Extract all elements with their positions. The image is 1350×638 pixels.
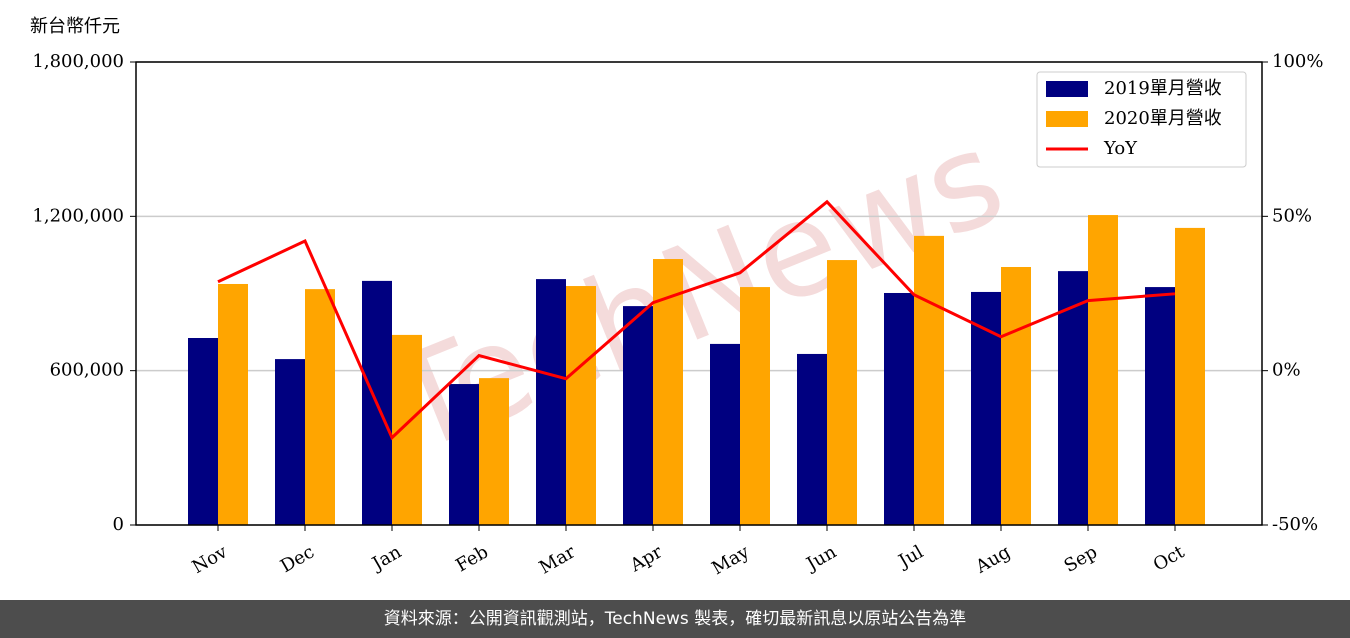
bar [740, 287, 770, 525]
bar [449, 384, 479, 525]
bar [914, 235, 944, 526]
y-tick-label: 1,200,000 [32, 205, 124, 226]
y2-tick-label: 100% [1272, 51, 1323, 72]
bar [1175, 227, 1205, 526]
x-tick-label: Apr [626, 541, 666, 576]
bar [1058, 271, 1088, 525]
legend-label: 2019單月營收 [1104, 78, 1222, 99]
bar [566, 286, 596, 525]
x-tick-label: Dec [277, 541, 318, 577]
bar [188, 337, 218, 525]
x-tick-label: Oct [1150, 541, 1189, 576]
bar [218, 283, 248, 525]
bar [710, 343, 740, 525]
y-tick-label: 600,000 [50, 360, 124, 381]
bar [623, 306, 653, 525]
chart: TechNews 新台幣仟元 0600,0001,200,0001,800,00… [30, 16, 1323, 579]
x-tick-label: Feb [452, 541, 492, 576]
y2-tick-label: 0% [1272, 360, 1301, 381]
x-tick-label: Jul [893, 541, 927, 573]
bar [1145, 287, 1175, 525]
x-tick-label: Jun [801, 541, 840, 576]
legend-swatch [1046, 111, 1088, 127]
y-tick-label: 0 [113, 514, 124, 535]
bar [305, 289, 335, 525]
legend-swatch [1046, 81, 1088, 97]
x-tick-label: Mar [536, 541, 580, 578]
bar [1001, 267, 1031, 525]
y-tick-label: 1,800,000 [32, 51, 124, 72]
y2-tick-label: 50% [1272, 205, 1312, 226]
x-tick-label: Jan [367, 541, 405, 575]
bar [392, 334, 422, 525]
bar [479, 378, 509, 525]
x-tick-label: Sep [1061, 541, 1101, 576]
plot-frame [135, 61, 1263, 526]
y-axis-label: 新台幣仟元 [30, 16, 120, 37]
bar [827, 260, 857, 525]
bar [971, 291, 1001, 525]
legend: 2019單月營收 2020單月營收 YoY [1036, 71, 1247, 168]
bar [275, 359, 305, 525]
legend-label: YoY [1103, 138, 1138, 159]
legend-box [1036, 71, 1247, 168]
bar [1088, 215, 1118, 525]
x-tick-label: May [708, 541, 753, 579]
x-tick-label: Aug [971, 541, 1014, 578]
bar [797, 353, 827, 525]
footer: 資料來源：公開資訊觀測站，TechNews 製表，確切最新訊息以原站公告為準 [0, 600, 1350, 638]
bar [653, 259, 683, 525]
legend-label: 2020單月營收 [1104, 108, 1222, 129]
y2-tick-label: -50% [1272, 514, 1318, 535]
bar [884, 292, 914, 525]
yoy-line [217, 199, 1176, 441]
x-tick-label: Nov [189, 541, 232, 578]
bar [536, 279, 566, 525]
